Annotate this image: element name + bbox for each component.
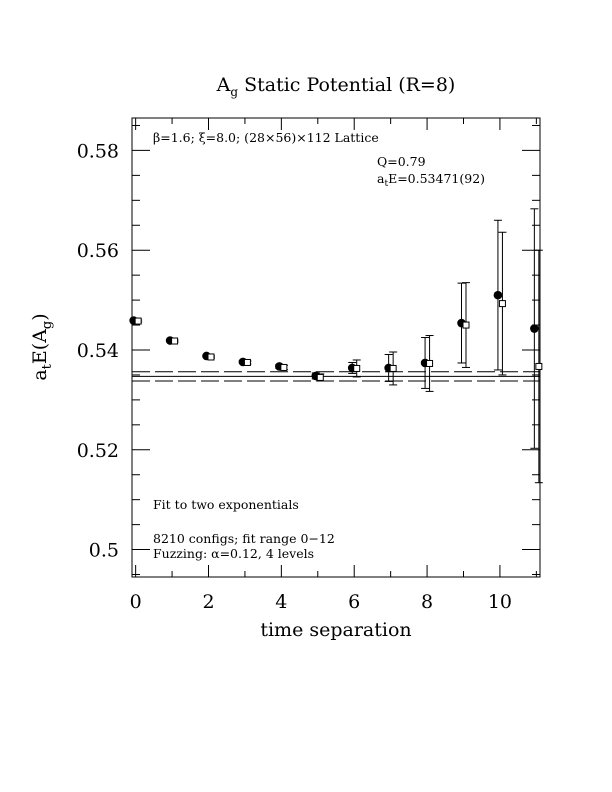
- x-tick-label: 6: [348, 591, 360, 613]
- y-axis-label: atE(Ag): [29, 313, 55, 380]
- series-layer: [129, 208, 543, 484]
- data-point-square: [498, 300, 506, 308]
- x-tick-label: 8: [421, 591, 433, 613]
- fit-lines: [132, 371, 540, 382]
- data-point-square: [243, 358, 251, 366]
- tick-labels: 0 2 4 6 8 10 0.5 0.52 0.54 0.56 0.58: [77, 140, 512, 613]
- y-tick-label: 0.56: [77, 240, 119, 262]
- data-point-square: [207, 353, 215, 361]
- q-annotation: Q=0.79: [377, 154, 426, 169]
- data-point-square: [134, 317, 142, 325]
- energy-annotation-pre: a: [377, 171, 385, 186]
- x-tick-label: 2: [202, 591, 214, 613]
- fuzzing-annotation: Fuzzing: α=0.12, 4 levels: [153, 546, 314, 561]
- lattice-annotation: β=1.6; ξ=8.0; (28×56)×112 Lattice: [153, 130, 379, 145]
- energy-annotation-post: E=0.53471(92): [388, 171, 485, 186]
- data-point-square: [316, 373, 324, 381]
- data-point-square: [426, 359, 434, 367]
- y-tick-label: 0.58: [77, 140, 119, 162]
- data-point-square: [353, 364, 361, 372]
- chart-title-sub: g: [230, 85, 238, 99]
- data-point-square: [389, 364, 397, 372]
- y-tick-label: 0.54: [77, 340, 119, 362]
- y-axis-label-sub2: g: [40, 321, 55, 329]
- y-axis-label-main: a: [29, 369, 51, 380]
- fit-annotation: Fit to two exponentials: [153, 497, 299, 512]
- x-axis-label: time separation: [260, 619, 411, 641]
- chart-title-rest: Static Potential (R=8): [238, 74, 455, 96]
- data-point-square: [171, 337, 179, 345]
- x-tick-label: 10: [488, 591, 512, 613]
- y-axis-label-mid: E(A: [29, 329, 51, 364]
- plot-frame: [131, 117, 541, 578]
- y-tick-label: 0.52: [77, 440, 119, 462]
- chart-title-main: A: [216, 74, 231, 96]
- data-point-circle: [530, 324, 539, 333]
- y-axis-label-sub1: t: [40, 363, 55, 369]
- y-tick-label: 0.5: [89, 540, 119, 562]
- x-tick-label: 4: [275, 591, 287, 613]
- energy-annotation-sub: t: [384, 179, 388, 189]
- data-point-square: [280, 363, 288, 371]
- data-point-square: [462, 321, 470, 329]
- data-point-circle: [493, 290, 503, 300]
- data-point-square: [535, 362, 543, 370]
- configs-annotation: 8210 configs; fit range 0−12: [153, 531, 335, 546]
- y-axis-label-end: ): [29, 313, 51, 320]
- chart-title: Ag Static Potential (R=8): [216, 74, 456, 99]
- x-tick-label: 0: [130, 591, 142, 613]
- energy-annotation: atE=0.53471(92): [377, 171, 485, 189]
